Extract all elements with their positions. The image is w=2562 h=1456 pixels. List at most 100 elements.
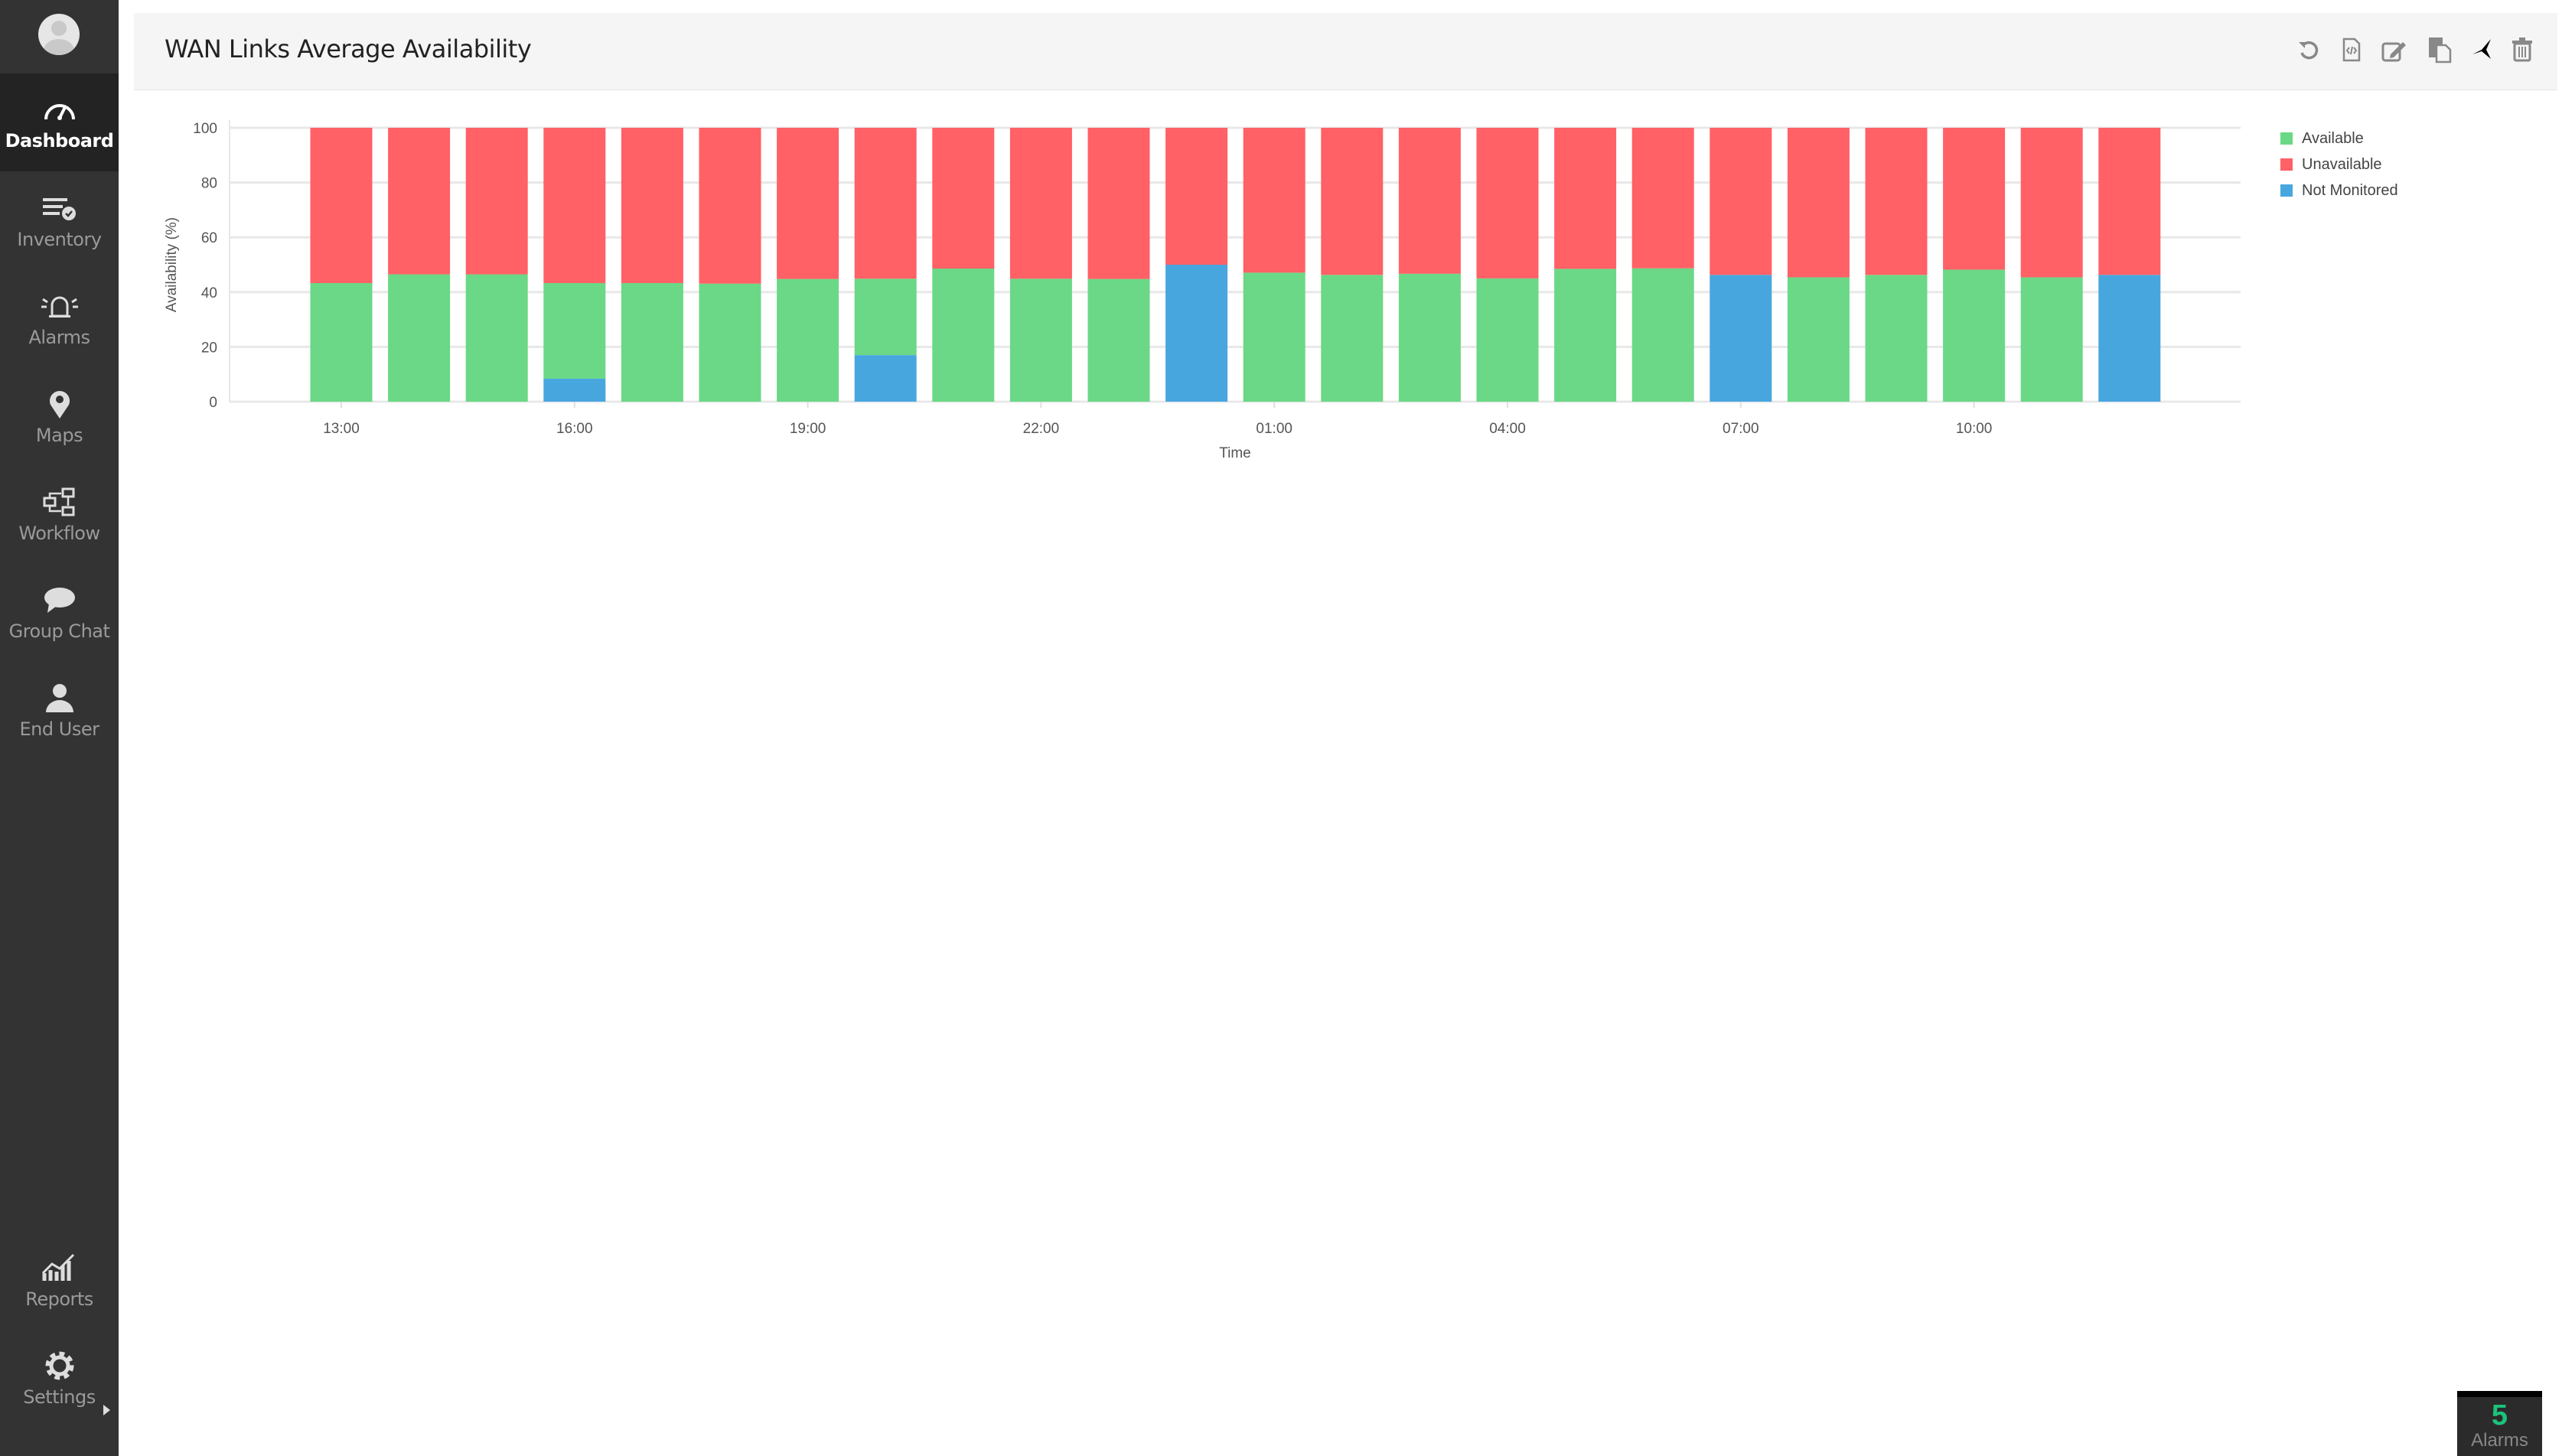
legend-swatch (2280, 158, 2293, 171)
bar-available-10:00[interactable] (1943, 269, 2006, 402)
bar-unavailable-16:00[interactable] (543, 128, 606, 283)
sidebar-item-maps[interactable]: Maps (0, 368, 119, 466)
bar-available-02:00[interactable] (1321, 275, 1384, 402)
bar-unavailable-18:00[interactable] (699, 128, 761, 284)
sidebar-item-alarms[interactable]: Alarms (0, 270, 119, 368)
bar-available-06:00[interactable] (1631, 268, 1694, 402)
sidebar-item-group-chat[interactable]: Group Chat (0, 564, 119, 662)
bar-available-22:00[interactable] (1009, 278, 1072, 402)
sidebar-item-label: Settings (23, 1386, 96, 1408)
bar-available-14:00[interactable] (388, 274, 451, 402)
y-axis-label: Availability (%) (164, 217, 180, 312)
bar-available-08:00[interactable] (1787, 277, 1850, 402)
sidebar-item-label: Dashboard (5, 130, 114, 151)
bar-unavailable-23:00[interactable] (1087, 128, 1150, 279)
sidebar-item-reports[interactable]: Reports (0, 1232, 119, 1330)
bar-available-05:00[interactable] (1554, 269, 1617, 402)
bar-available-03:00[interactable] (1398, 273, 1461, 402)
edit-button[interactable] (2380, 36, 2407, 64)
sidebar-item-workflow[interactable]: Workflow (0, 466, 119, 564)
bar-available-15:00[interactable] (465, 274, 528, 402)
settings-expand-caret-icon[interactable] (103, 1405, 110, 1415)
bar-available-19:00[interactable] (777, 278, 839, 402)
sidebar-item-label: Group Chat (8, 621, 110, 642)
pin-button[interactable] (2468, 36, 2495, 64)
bar-unavailable-04:00[interactable] (1476, 128, 1539, 278)
widget-title: WAN Links Average Availability (165, 34, 532, 64)
embed-code-button[interactable] (2338, 36, 2365, 64)
legend-item-not-monitored[interactable]: Not Monitored (2280, 182, 2398, 200)
bar-unavailable-22:00[interactable] (1009, 128, 1072, 279)
sidebar-item-inventory[interactable]: Inventory (0, 172, 119, 270)
bar-available-21:00[interactable] (932, 269, 995, 402)
bar-unavailable-09:00[interactable] (1865, 128, 1928, 275)
trash-button[interactable] (2508, 36, 2536, 64)
bar-unavailable-12:00[interactable] (2098, 128, 2161, 275)
bar-available-01:00[interactable] (1243, 272, 1305, 402)
legend-label: Available (2302, 130, 2364, 147)
edit-icon (2381, 42, 2406, 62)
sidebar-item-label: Alarms (28, 327, 90, 348)
bar-available-13:00[interactable] (310, 282, 373, 402)
sidebar-item-dashboard[interactable]: Dashboard (0, 73, 119, 171)
bar-unavailable-08:00[interactable] (1787, 128, 1850, 278)
bar-unavailable-21:00[interactable] (932, 128, 995, 269)
trash-icon (2512, 37, 2532, 62)
bar-not-monitored-12:00[interactable] (2098, 275, 2161, 402)
chart-icon (41, 1253, 74, 1281)
legend-item-unavailable[interactable]: Unavailable (2280, 156, 2382, 174)
alarm-count-badge[interactable]: 5 Alarms (2457, 1391, 2542, 1456)
bar-available-04:00[interactable] (1476, 278, 1539, 402)
bar-unavailable-07:00[interactable] (1710, 128, 1772, 275)
bar-available-18:00[interactable] (699, 283, 761, 402)
pin-icon (2472, 39, 2491, 59)
bar-available-11:00[interactable] (2020, 277, 2083, 402)
bar-unavailable-00:00[interactable] (1165, 128, 1228, 265)
sidebar-item-label: Workflow (18, 523, 100, 544)
refresh-button[interactable] (2296, 36, 2323, 64)
bar-unavailable-05:00[interactable] (1554, 128, 1617, 269)
bar-unavailable-02:00[interactable] (1321, 128, 1384, 275)
bar-not-monitored-20:00[interactable] (854, 355, 917, 402)
x-axis-label: Time (1219, 445, 1251, 461)
list-check-icon (42, 198, 76, 220)
bar-unavailable-01:00[interactable] (1243, 128, 1305, 273)
copy-button[interactable] (2426, 36, 2453, 64)
bar-unavailable-10:00[interactable] (1943, 128, 2006, 270)
bar-not-monitored-00:00[interactable] (1165, 265, 1228, 402)
y-tick-label: 100 (193, 121, 217, 137)
sidebar-item-label: End User (19, 718, 99, 740)
x-tick-label: 04:00 (1489, 421, 1526, 437)
user-avatar[interactable] (38, 14, 80, 55)
bar-unavailable-17:00[interactable] (621, 128, 683, 283)
bar-unavailable-11:00[interactable] (2020, 128, 2083, 278)
bar-unavailable-03:00[interactable] (1398, 128, 1461, 274)
bar-available-23:00[interactable] (1087, 278, 1150, 402)
y-tick-label: 80 (201, 176, 217, 192)
x-tick-label: 19:00 (790, 421, 826, 437)
embed-code-icon (2342, 37, 2361, 62)
bar-available-20:00[interactable] (854, 278, 917, 356)
refresh-icon (2299, 41, 2319, 60)
sidebar: Dashboard Inventory Alarms Maps Workflow Grou… (0, 0, 119, 1456)
sidebar-item-label: Maps (35, 425, 83, 446)
legend-item-available[interactable]: Available (2280, 130, 2364, 148)
bar-available-17:00[interactable] (621, 282, 683, 402)
bar-not-monitored-07:00[interactable] (1710, 275, 1772, 402)
legend-label: Unavailable (2302, 156, 2382, 173)
bar-available-16:00[interactable] (543, 282, 606, 379)
sidebar-item-settings[interactable]: Settings (0, 1330, 119, 1428)
bar-unavailable-14:00[interactable] (388, 128, 451, 275)
bar-not-monitored-16:00[interactable] (543, 378, 606, 402)
y-tick-label: 0 (209, 395, 217, 411)
bar-unavailable-15:00[interactable] (465, 128, 528, 275)
bar-unavailable-06:00[interactable] (1631, 128, 1694, 269)
bell-icon (41, 296, 78, 318)
legend-label: Not Monitored (2302, 182, 2398, 199)
bar-unavailable-13:00[interactable] (310, 128, 373, 283)
sidebar-item-label: Inventory (17, 229, 102, 250)
bar-available-09:00[interactable] (1865, 275, 1928, 402)
sidebar-item-end-user[interactable]: End User (0, 662, 119, 760)
bar-unavailable-19:00[interactable] (777, 128, 839, 279)
bar-unavailable-20:00[interactable] (854, 128, 917, 279)
